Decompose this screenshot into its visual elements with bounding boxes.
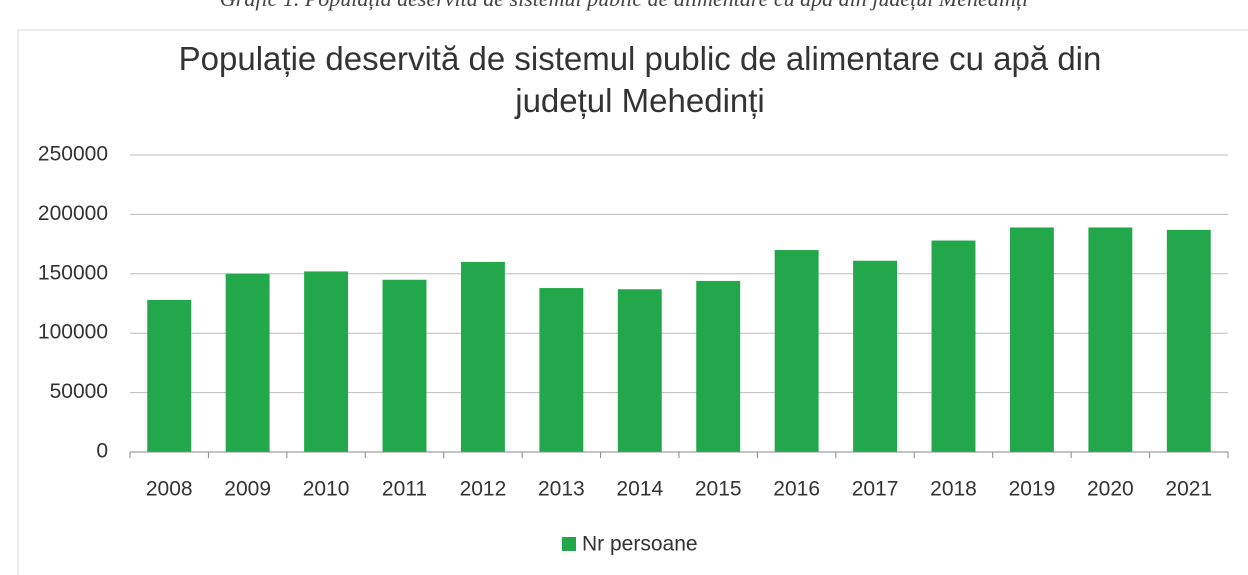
legend-label: Nr persoane	[582, 533, 698, 556]
chart-frame	[17, 29, 1248, 575]
y-tick-label: 100000	[38, 321, 108, 344]
y-tick-label: 250000	[38, 143, 108, 166]
bar	[853, 260, 898, 452]
bar	[1166, 229, 1211, 452]
y-tick-label: 200000	[38, 202, 108, 225]
x-tick-label: 2014	[616, 478, 663, 501]
x-tick-label: 2019	[1009, 478, 1056, 501]
bar	[147, 299, 192, 452]
x-tick-label: 2017	[852, 478, 899, 501]
bar	[304, 271, 349, 452]
bar	[382, 279, 427, 452]
bar	[539, 288, 584, 452]
x-tick-label: 2009	[224, 478, 271, 501]
bar	[696, 280, 741, 452]
bar	[931, 240, 976, 452]
x-tick-label: 2021	[1165, 478, 1212, 501]
bar	[225, 273, 270, 452]
y-tick-label: 0	[96, 440, 108, 463]
x-tick-label: 2011	[382, 478, 427, 501]
y-tick-label: 150000	[38, 261, 108, 284]
y-tick-label: 50000	[50, 380, 108, 403]
x-tick-label: 2015	[695, 478, 742, 501]
x-tick-label: 2010	[303, 478, 350, 501]
x-tick-label: 2013	[538, 478, 585, 501]
x-tick-label: 2008	[146, 478, 193, 501]
x-tick-label: 2016	[773, 478, 820, 501]
x-tick-label: 2018	[930, 478, 977, 501]
caption: Grafic 1. Populația deservită de sistemu…	[0, 0, 1248, 12]
x-tick-label: 2020	[1087, 478, 1134, 501]
legend-swatch	[562, 537, 576, 551]
bar	[1009, 227, 1054, 452]
x-tick-label: 2012	[460, 478, 507, 501]
bar	[774, 250, 819, 452]
bar	[617, 289, 662, 452]
chart-title: Populație deservită de sistemul public d…	[178, 40, 1102, 119]
bar	[1088, 227, 1133, 452]
bar	[460, 261, 505, 452]
